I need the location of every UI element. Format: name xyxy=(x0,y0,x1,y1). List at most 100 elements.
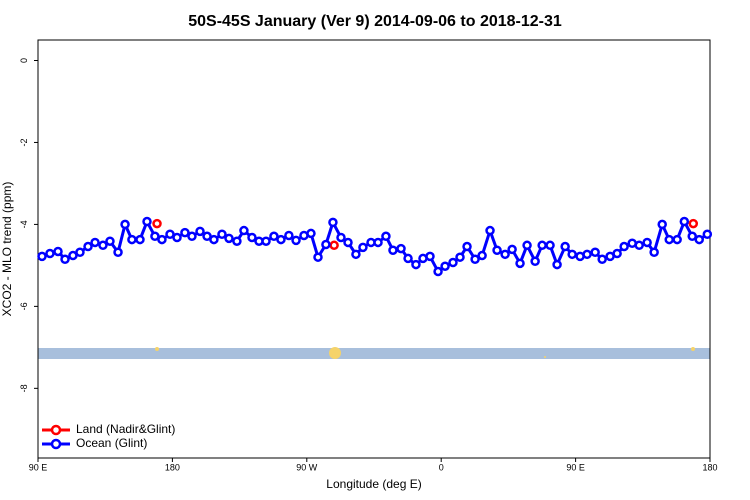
point xyxy=(135,234,145,245)
y-tick-label: -4 xyxy=(19,220,29,228)
point xyxy=(180,227,190,238)
y-tick-label: -6 xyxy=(19,302,29,310)
y-tick-label: -8 xyxy=(19,384,29,392)
point xyxy=(343,237,353,248)
y-tick-label: 0 xyxy=(19,58,29,63)
point xyxy=(649,247,659,258)
point xyxy=(232,236,242,246)
point xyxy=(224,233,234,244)
point xyxy=(358,242,368,253)
legend-label: Land (Nadir&Glint) xyxy=(76,422,175,436)
point xyxy=(373,237,383,248)
point xyxy=(209,234,219,245)
land-dot xyxy=(155,347,159,351)
point xyxy=(396,243,406,254)
land-dot xyxy=(544,356,546,358)
series-line xyxy=(41,217,709,274)
point xyxy=(321,239,331,250)
y-tick-label: -2 xyxy=(19,138,29,146)
point xyxy=(537,240,547,251)
x-tick-label: 90 E xyxy=(566,462,585,472)
point xyxy=(239,225,249,236)
point xyxy=(440,261,450,271)
point xyxy=(530,256,540,267)
point xyxy=(113,247,123,258)
point xyxy=(98,240,108,251)
point xyxy=(187,231,197,242)
point xyxy=(403,253,413,264)
point xyxy=(477,250,487,261)
point xyxy=(172,232,182,243)
point xyxy=(634,240,644,251)
point xyxy=(560,241,570,252)
point xyxy=(142,216,152,227)
point xyxy=(612,248,622,259)
point xyxy=(388,245,398,255)
point xyxy=(522,240,532,251)
point xyxy=(157,234,167,245)
point xyxy=(515,258,525,269)
legend-marker xyxy=(50,438,62,450)
point xyxy=(60,254,70,264)
point xyxy=(567,249,577,260)
point xyxy=(195,226,205,237)
point xyxy=(492,245,502,255)
point xyxy=(657,219,667,230)
point xyxy=(351,249,361,260)
plot-frame xyxy=(37,39,711,459)
point xyxy=(269,231,279,242)
point xyxy=(679,216,690,227)
point xyxy=(127,234,137,245)
x-tick-label: 180 xyxy=(165,462,180,472)
point xyxy=(687,231,697,242)
point xyxy=(433,266,443,277)
point xyxy=(455,252,465,262)
point xyxy=(597,254,607,264)
point xyxy=(306,228,316,239)
point xyxy=(120,219,130,230)
point xyxy=(90,237,100,248)
x-tick-label: 0 xyxy=(439,462,444,472)
point xyxy=(507,244,517,255)
point xyxy=(291,235,301,246)
point xyxy=(217,229,227,239)
point xyxy=(165,229,175,239)
x-tick-label: 90 E xyxy=(29,462,48,472)
point xyxy=(619,241,629,252)
x-axis-label: Longitude (deg E) xyxy=(326,477,421,491)
point xyxy=(247,232,257,243)
surface-strip xyxy=(38,348,710,359)
land-dot xyxy=(329,347,341,359)
point xyxy=(411,259,421,270)
point xyxy=(702,229,713,239)
point xyxy=(328,217,338,228)
point xyxy=(150,231,160,242)
point xyxy=(425,251,435,262)
point xyxy=(261,236,271,246)
point xyxy=(284,230,294,241)
point xyxy=(485,225,495,236)
point xyxy=(672,234,682,245)
point xyxy=(545,240,555,251)
point xyxy=(37,251,47,262)
legend: Land (Nadir&Glint)Ocean (Glint) xyxy=(42,422,175,450)
point xyxy=(642,237,652,248)
land-dot xyxy=(691,347,695,351)
point xyxy=(688,218,699,229)
point xyxy=(381,231,391,242)
point xyxy=(45,248,55,259)
point xyxy=(68,250,78,261)
x-tick-label: 180 xyxy=(702,462,717,472)
chart-title: 50S-45S January (Ver 9) 2014-09-06 to 20… xyxy=(188,13,562,30)
legend-marker xyxy=(50,424,62,436)
point xyxy=(105,236,115,246)
point xyxy=(694,234,704,245)
point xyxy=(500,249,510,260)
point xyxy=(552,259,562,270)
point xyxy=(276,234,286,245)
legend-label: Ocean (Glint) xyxy=(76,436,147,450)
point xyxy=(582,249,592,260)
point xyxy=(462,241,472,252)
point xyxy=(470,254,480,264)
